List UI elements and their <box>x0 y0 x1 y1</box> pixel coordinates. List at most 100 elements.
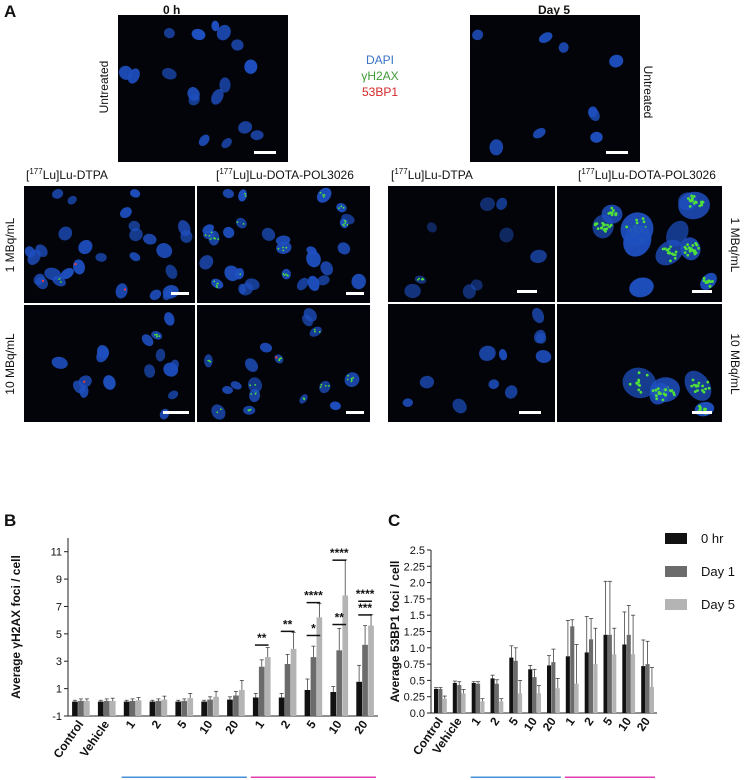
nucleus <box>496 197 508 210</box>
bar-day-5 <box>631 654 636 713</box>
nucleus <box>198 134 210 147</box>
nucleus <box>590 131 603 143</box>
micrograph-pol3026-1mbq-day5 <box>557 186 722 302</box>
nucleus <box>103 375 116 390</box>
bar-day-1 <box>589 639 594 713</box>
gamma-h2ax-focus <box>686 253 690 257</box>
bar-day-1 <box>129 700 136 716</box>
nucleus <box>60 267 74 280</box>
micrograph-cells <box>24 189 193 301</box>
nucleus <box>244 59 258 74</box>
gamma-h2ax-focus <box>669 259 672 263</box>
bar-day-1 <box>438 688 443 713</box>
nucleus <box>164 312 175 326</box>
micrograph-untreated-day5 <box>470 15 640 162</box>
y-tick-label: -1 <box>52 711 62 723</box>
nucleus <box>504 385 518 399</box>
gamma-h2ax-focus <box>350 380 353 383</box>
nucleus <box>162 285 179 299</box>
gamma-h2ax-focus <box>691 197 694 201</box>
gamma-h2ax-focus <box>216 411 219 414</box>
nucleus <box>130 189 141 198</box>
gamma-h2ax-focus <box>690 194 693 198</box>
micrograph-dtpa-1mbq-day5 <box>388 186 555 302</box>
nucleus <box>307 275 320 291</box>
bar-day-1 <box>494 683 499 713</box>
nucleus <box>191 28 206 41</box>
gamma-h2ax-focus <box>645 373 649 377</box>
significance-stars: **** <box>356 587 375 601</box>
bar-day-1 <box>626 634 631 713</box>
scale-bar <box>517 290 537 293</box>
dose-label-10mbq-left: 10 MBq/mL <box>3 333 17 395</box>
nucleus <box>336 203 347 213</box>
scale-bar <box>519 411 541 414</box>
stain-legend-53bp1: 53BP1 <box>361 85 399 99</box>
panel-letter-c: C <box>388 511 401 530</box>
nucleus <box>419 375 435 389</box>
micrograph-untreated-0h-cells <box>118 20 264 149</box>
53bp1-focus <box>83 380 86 383</box>
significance-stars: **** <box>330 546 349 560</box>
compound-label-pol3026-day5: [177Lu]Lu-DOTA-POL3026 <box>578 167 716 182</box>
micrograph-pol3026-10mbq-day5 <box>557 304 722 422</box>
y-tick-label: 1 <box>56 684 62 696</box>
timepoint-label-0h: 0 h <box>163 3 181 17</box>
micrograph-cells <box>404 197 547 299</box>
gamma-h2ax-focus <box>635 221 639 225</box>
scale-bar <box>692 290 712 293</box>
gamma-h2ax-focus <box>612 209 615 212</box>
y-tick-label: 1.25 <box>404 627 425 639</box>
scale-bar <box>254 151 276 154</box>
gamma-h2ax-focus <box>638 384 642 387</box>
gamma-h2ax-focus <box>664 388 667 392</box>
gamma-h2ax-focus <box>323 194 326 196</box>
compound-name: Lu]Lu-DOTA-POL3026 <box>594 168 716 182</box>
gamma-h2ax-focus <box>674 250 678 254</box>
bar-day-5 <box>84 700 90 716</box>
micrograph-untreated-0h <box>118 15 288 162</box>
bar-day-5 <box>593 664 598 713</box>
nucleus <box>163 362 179 377</box>
gamma-h2ax-focus <box>691 248 694 252</box>
y-tick-label: 11 <box>51 547 62 559</box>
compound-label-dtpa-0h: [177Lu]Lu-DTPA <box>26 167 108 182</box>
nucleus <box>95 252 107 262</box>
gamma-h2ax-focus <box>215 284 218 287</box>
bar-day-5 <box>480 701 485 713</box>
53bp1-focus <box>74 263 77 266</box>
bracket: [ <box>391 168 395 182</box>
legend-label: 0 hr <box>701 531 724 546</box>
bar-day-1 <box>570 626 575 713</box>
bar-day-5 <box>536 693 541 713</box>
gamma-h2ax-focus <box>706 380 710 384</box>
y-axis-label: Average 53BP1 foci / cell <box>388 561 402 703</box>
nucleus <box>44 267 62 281</box>
bar-0-hr <box>72 701 78 716</box>
bar-0-hr <box>471 683 476 713</box>
gamma-h2ax-focus <box>342 223 344 226</box>
nucleus <box>351 273 366 290</box>
gamma-h2ax-focus <box>217 238 220 240</box>
nucleus <box>224 265 240 282</box>
gamma-h2ax-focus <box>673 256 677 260</box>
bar-0-hr <box>622 644 627 713</box>
nucleus <box>129 228 143 242</box>
nucleus <box>199 255 214 270</box>
compound-label-dtpa-day5: [177Lu]Lu-DTPA <box>391 167 473 182</box>
gamma-h2ax-focus <box>695 201 698 204</box>
gamma-h2ax-focus <box>282 249 285 252</box>
y-tick-label: 0.0 <box>410 708 425 720</box>
gamma-h2ax-focus <box>688 249 692 253</box>
stain-legend-dapi: DAPI <box>365 53 394 67</box>
x-tick-label: 5 <box>506 714 521 728</box>
nucleus <box>558 42 569 53</box>
bar-0-hr <box>528 669 533 713</box>
nucleus <box>159 408 170 420</box>
gamma-h2ax-focus <box>673 253 677 257</box>
bar-day-1 <box>207 699 213 716</box>
nucleus <box>73 259 85 275</box>
gamma-h2ax-focus <box>687 246 691 249</box>
bracket: [ <box>26 168 30 182</box>
micrograph-cells <box>199 187 366 296</box>
